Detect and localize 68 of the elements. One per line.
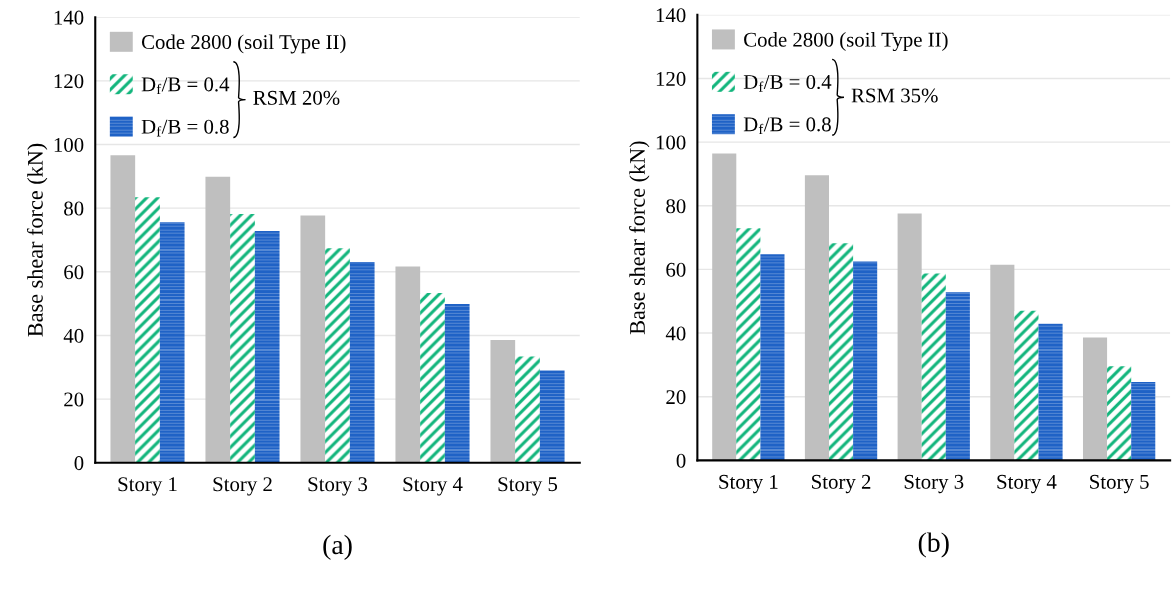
bar: [829, 243, 854, 461]
x-tick-label: Story 1: [719, 474, 778, 494]
bar: [254, 231, 280, 463]
y-tick-label: 40: [63, 328, 84, 343]
bar: [395, 266, 421, 463]
bar: [736, 228, 761, 461]
y-axis-title: Base shear force (kN): [26, 143, 48, 337]
y-tick-label: 20: [666, 390, 686, 405]
y-tick-label: 140: [54, 10, 84, 25]
legend-label: D$_{f}$/B = 0.8: [141, 119, 229, 137]
x-tick-label: Story 4: [997, 474, 1057, 494]
x-tick-label: Story 3: [904, 474, 964, 494]
y-tick-label: 0: [74, 456, 84, 471]
x-tick-label: Story 5: [1090, 474, 1149, 494]
annotation: RSM 35%: [851, 88, 938, 103]
bar: [135, 197, 160, 463]
bar: [159, 222, 185, 463]
text: (a): [323, 534, 352, 560]
bar: [325, 248, 350, 463]
bar: [760, 254, 785, 461]
bar: [420, 293, 445, 463]
bar: [990, 264, 1015, 461]
legend-label: D$_{f}$/B = 0.4: [141, 77, 230, 95]
bar: [300, 215, 326, 463]
y-tick-label: 20: [64, 392, 84, 407]
y-tick-label: 100: [54, 137, 84, 152]
bar: [539, 370, 565, 463]
bar: [230, 213, 255, 463]
bar: [1131, 382, 1156, 461]
x-tick-label: Story 1: [118, 477, 177, 496]
x-tick-label: Story 3: [308, 477, 368, 496]
x-tick-label: Story 2: [812, 474, 871, 494]
y-tick-label: 120: [54, 74, 84, 89]
bar: [921, 273, 946, 461]
x-tick-label: Story 2: [213, 477, 272, 496]
bar: [712, 153, 737, 461]
bar: [1107, 366, 1132, 461]
bar: [853, 261, 878, 461]
bar: [1014, 310, 1039, 461]
bar: [349, 261, 375, 463]
y-tick-label: 60: [666, 262, 686, 277]
y-tick-label: 120: [656, 71, 686, 86]
bar: [110, 155, 136, 463]
bar: [804, 175, 829, 461]
y-tick-label: 100: [656, 135, 686, 150]
bar: [897, 213, 922, 461]
legend-label: D$_{f}$/B = 0.8: [743, 117, 831, 135]
legend-label: Code 2800 (soil Type II): [141, 34, 346, 54]
x-tick-label: Story 5: [498, 477, 558, 496]
y-tick-label: 60: [64, 265, 84, 280]
y-tick-label: 80: [666, 199, 686, 214]
legend-label: D$_{f}$/B = 0.4: [743, 74, 832, 92]
bar: [945, 292, 970, 461]
bar: [1038, 323, 1063, 461]
bar: [490, 339, 516, 463]
y-tick-label: 140: [656, 8, 686, 23]
legend-label: Code 2800 (soil Type II): [744, 32, 948, 52]
bar: [205, 176, 231, 463]
y-tick-label: 80: [64, 201, 84, 216]
bar: [1082, 337, 1108, 461]
bar: [515, 356, 540, 463]
y-tick-label: 0: [676, 453, 686, 468]
y-axis-title: Base shear force (kN): [629, 141, 650, 335]
text: (b): [918, 532, 949, 558]
y-tick-label: 40: [665, 326, 686, 341]
annotation: RSM 20%: [253, 90, 340, 105]
x-tick-label: Story 4: [403, 477, 463, 496]
bar: [444, 303, 470, 463]
